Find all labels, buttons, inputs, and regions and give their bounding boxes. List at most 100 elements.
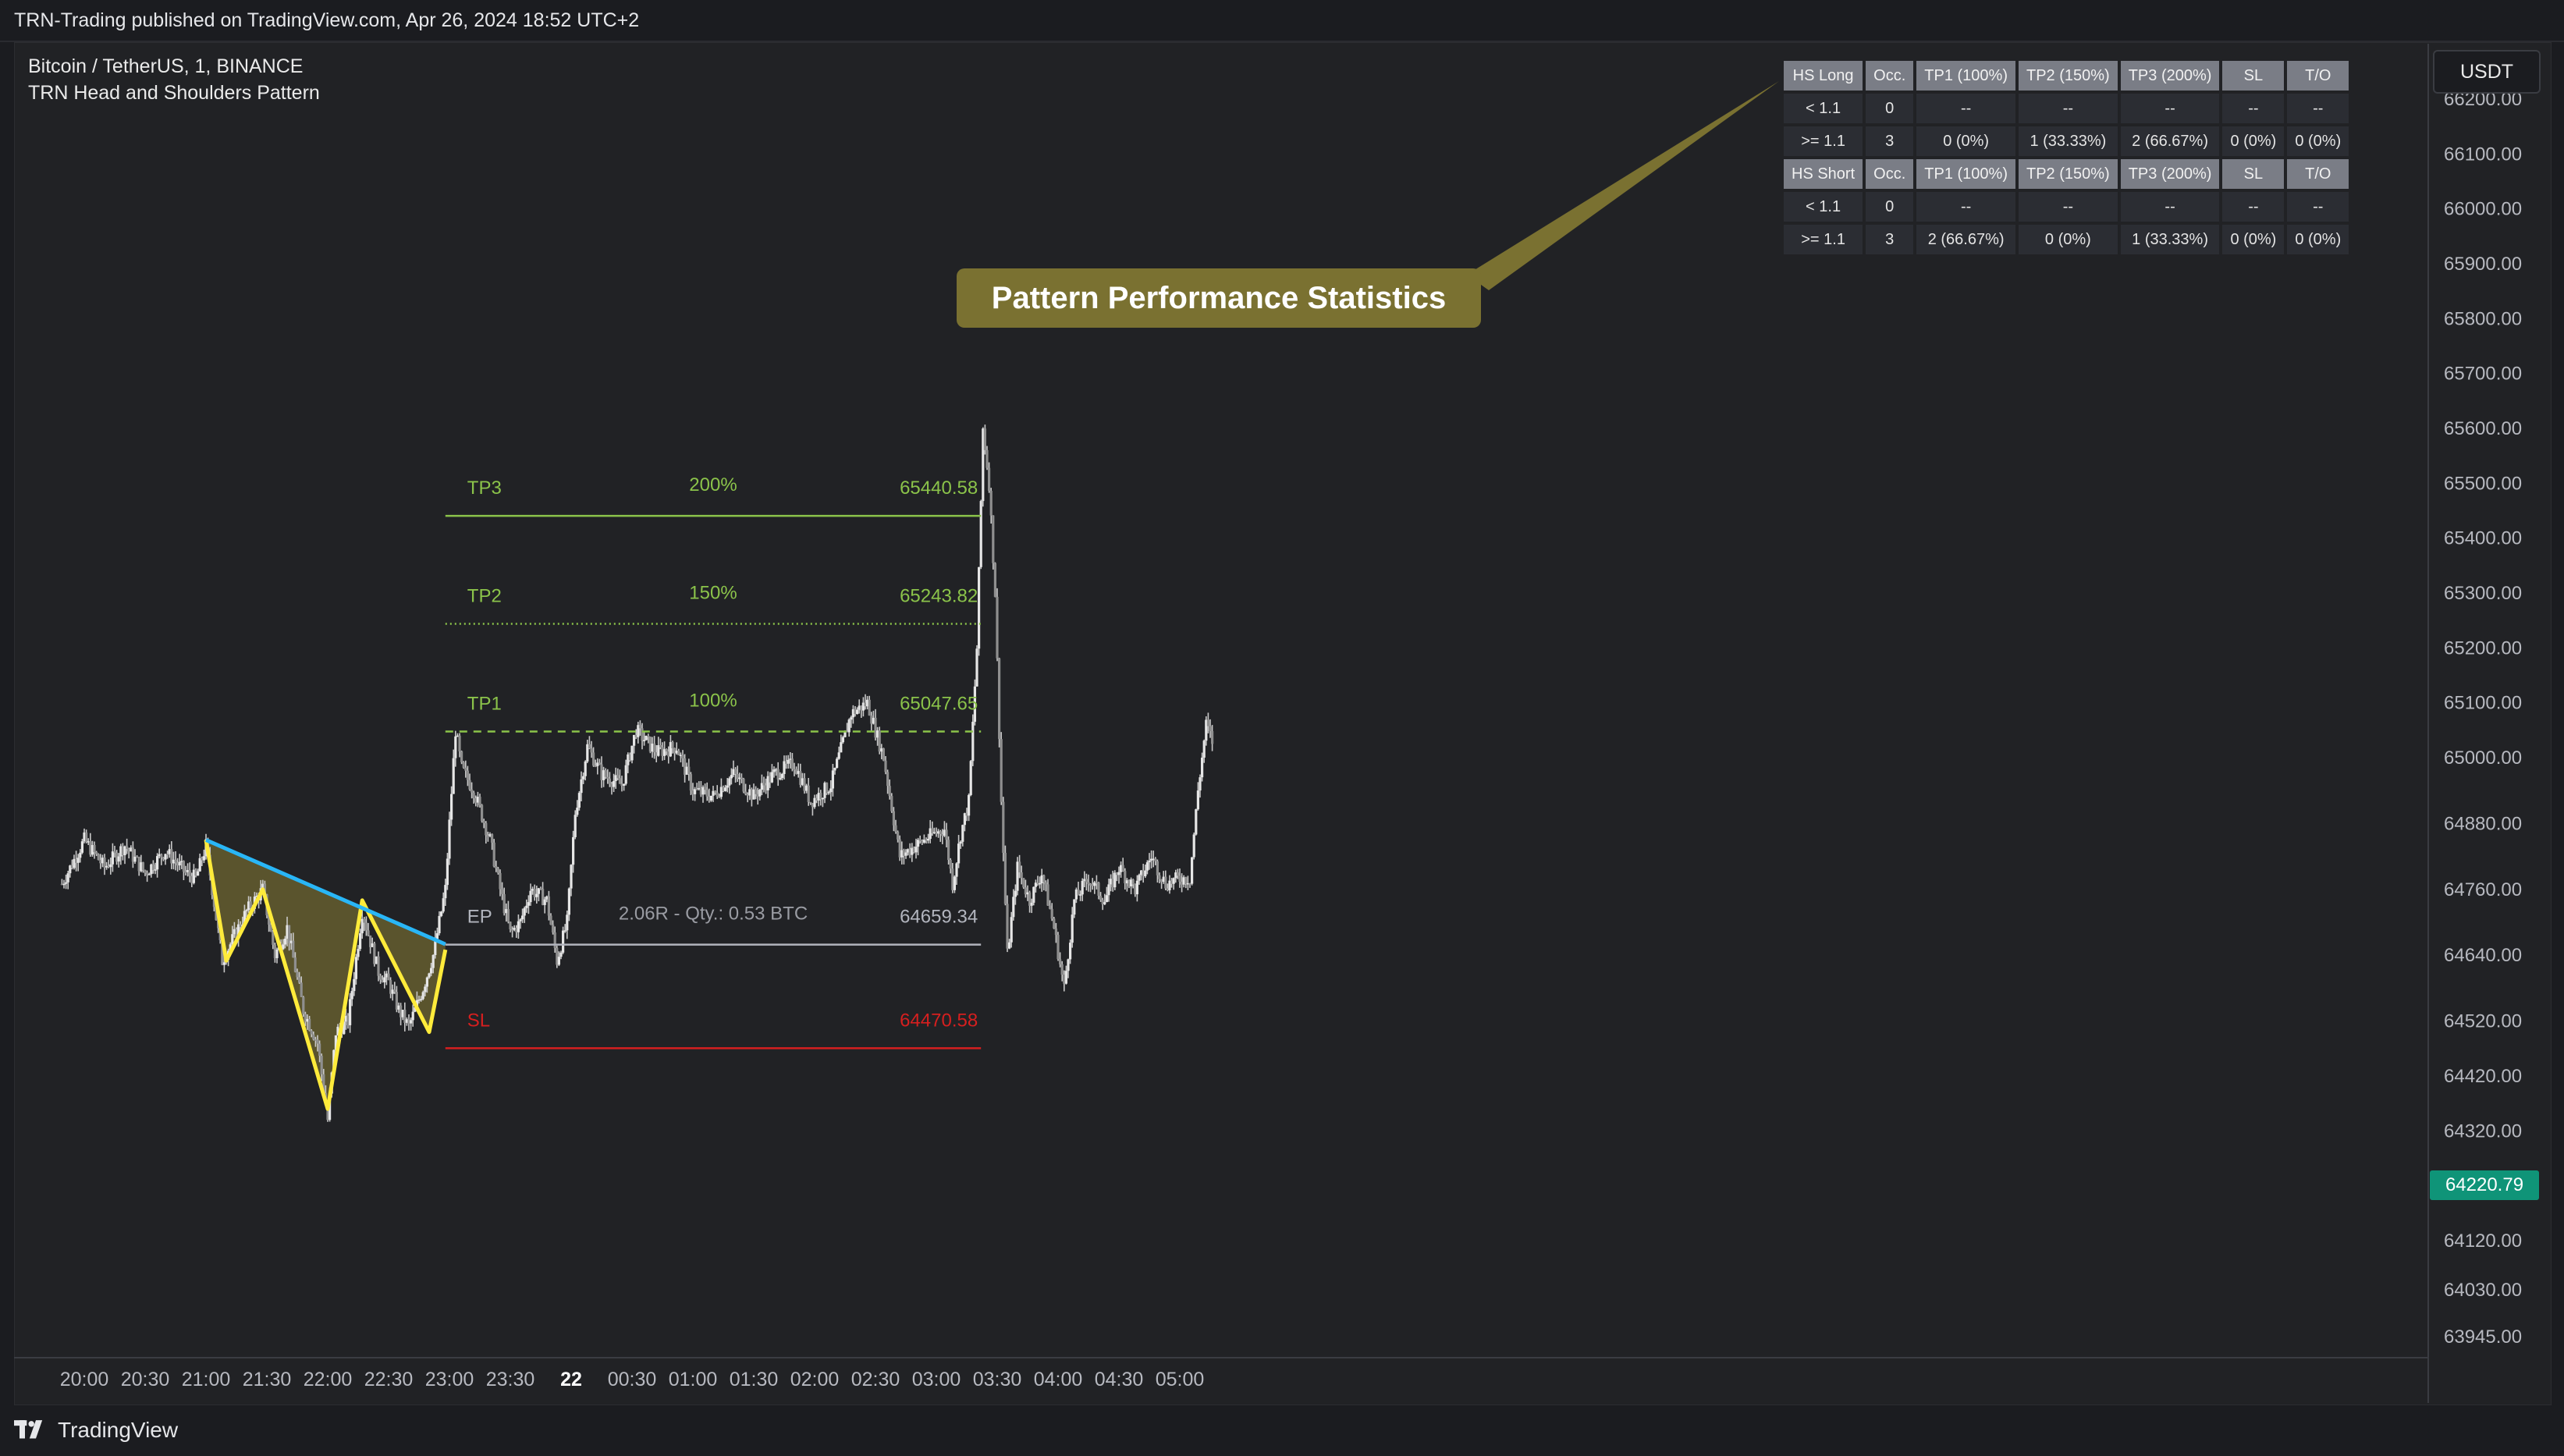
price-tick-label: 65000.00 bbox=[2444, 748, 2522, 769]
candle-body bbox=[738, 777, 741, 779]
entry-risk-note: 2.06R - Qty.: 0.53 BTC bbox=[619, 904, 808, 925]
candle-body bbox=[233, 929, 236, 935]
candle-body bbox=[556, 947, 559, 965]
candle-body bbox=[576, 808, 579, 815]
candle-body bbox=[519, 919, 522, 922]
symbol-title[interactable]: Bitcoin / TetherUS, 1, BINANCE bbox=[28, 55, 304, 77]
candle-body bbox=[286, 925, 289, 939]
candle-body bbox=[1069, 943, 1072, 960]
time-tick-label: 02:30 bbox=[851, 1369, 900, 1390]
candle-body bbox=[1191, 857, 1194, 884]
candle-body bbox=[557, 957, 560, 965]
candle-body bbox=[643, 740, 646, 742]
candle-body bbox=[1156, 861, 1159, 875]
candle-body bbox=[450, 794, 453, 820]
candle-body bbox=[1168, 880, 1171, 890]
candle-body bbox=[506, 909, 510, 922]
candle-body bbox=[908, 849, 911, 855]
pattern-stats-callout[interactable]: Pattern Performance Statistics bbox=[957, 268, 1481, 328]
candle-body bbox=[633, 735, 636, 746]
candle-body bbox=[978, 566, 981, 649]
candle-body bbox=[602, 770, 605, 780]
candle-body bbox=[99, 860, 102, 864]
candle-body bbox=[60, 883, 63, 886]
candle-body bbox=[186, 870, 190, 872]
tradingview-wordmark[interactable]: TradingView bbox=[58, 1418, 179, 1442]
candle-body bbox=[1028, 892, 1032, 906]
candle-body bbox=[1073, 899, 1076, 915]
stats-cell: -- bbox=[2287, 94, 2349, 123]
candle-body bbox=[973, 686, 976, 723]
candle-body bbox=[897, 831, 900, 840]
candle-body bbox=[624, 765, 627, 784]
tp1-label: TP1 bbox=[467, 693, 502, 714]
candle-body bbox=[726, 785, 729, 788]
candle-body bbox=[1105, 895, 1108, 903]
pattern-neckline[interactable] bbox=[205, 838, 446, 946]
entry-label: EP bbox=[467, 907, 492, 928]
candle-body bbox=[486, 835, 489, 836]
currency-selector[interactable]: USDT bbox=[2433, 50, 2541, 94]
candle-body bbox=[588, 744, 591, 749]
candle-body bbox=[488, 834, 492, 836]
candle-body bbox=[882, 748, 885, 761]
candle-body bbox=[600, 764, 603, 780]
candle-body bbox=[775, 769, 778, 771]
candle-body bbox=[590, 748, 593, 753]
candle-body bbox=[430, 968, 433, 974]
candle-body bbox=[448, 819, 451, 859]
candle-body bbox=[604, 770, 607, 777]
candle-body bbox=[858, 705, 861, 710]
stats-cell: < 1.1 bbox=[1784, 192, 1863, 222]
candle-body bbox=[1089, 884, 1092, 886]
candle-body bbox=[166, 854, 169, 855]
candle-body bbox=[1178, 875, 1181, 882]
stats-cell: 0 bbox=[1866, 192, 1914, 222]
candle-body bbox=[878, 730, 881, 752]
candle-body bbox=[584, 761, 587, 776]
candle-body bbox=[673, 748, 677, 754]
candle-body bbox=[653, 744, 656, 753]
candle-body bbox=[397, 1005, 400, 1010]
candle-body bbox=[73, 858, 76, 868]
candle-body bbox=[222, 962, 226, 965]
candle-body bbox=[373, 943, 376, 964]
candle-body bbox=[1128, 880, 1131, 886]
candle-body bbox=[113, 851, 116, 853]
stats-cell: 0 (0%) bbox=[2287, 225, 2349, 254]
candle-body bbox=[1008, 942, 1011, 949]
candle-body bbox=[566, 914, 569, 931]
stats-row-long: < 1.1 0 -- -- -- -- -- bbox=[1784, 94, 2349, 123]
candle-body bbox=[766, 776, 769, 790]
candle-body bbox=[623, 783, 626, 786]
time-tick-label: 22 bbox=[560, 1369, 582, 1390]
candle-body bbox=[861, 702, 865, 711]
candle-body bbox=[988, 467, 991, 492]
candle-body bbox=[807, 785, 810, 802]
candle-body bbox=[282, 944, 285, 950]
candle-body bbox=[495, 866, 498, 868]
candle-body bbox=[586, 744, 589, 762]
candle-body bbox=[547, 896, 550, 916]
candle-body bbox=[1166, 888, 1169, 890]
price-tick-label: 66100.00 bbox=[2444, 144, 2522, 165]
time-tick-label: 03:00 bbox=[912, 1369, 961, 1390]
candle-body bbox=[1124, 871, 1127, 884]
candle-body bbox=[1103, 902, 1106, 904]
candle-body bbox=[714, 790, 717, 793]
candle-body bbox=[89, 841, 92, 855]
indicator-title[interactable]: TRN Head and Shoulders Pattern bbox=[28, 82, 320, 104]
candle-body bbox=[1049, 905, 1052, 909]
candle-body bbox=[1111, 879, 1114, 888]
tp1-price: 65047.65 bbox=[900, 693, 978, 714]
candle-body bbox=[1044, 882, 1047, 885]
candle-body bbox=[829, 788, 833, 793]
candle-body bbox=[876, 730, 879, 738]
candle-body bbox=[273, 944, 276, 958]
candle-body bbox=[628, 754, 631, 761]
candle-body bbox=[803, 778, 806, 791]
candle-body bbox=[202, 856, 205, 861]
candle-body bbox=[1192, 834, 1195, 858]
candle-body bbox=[229, 944, 232, 951]
